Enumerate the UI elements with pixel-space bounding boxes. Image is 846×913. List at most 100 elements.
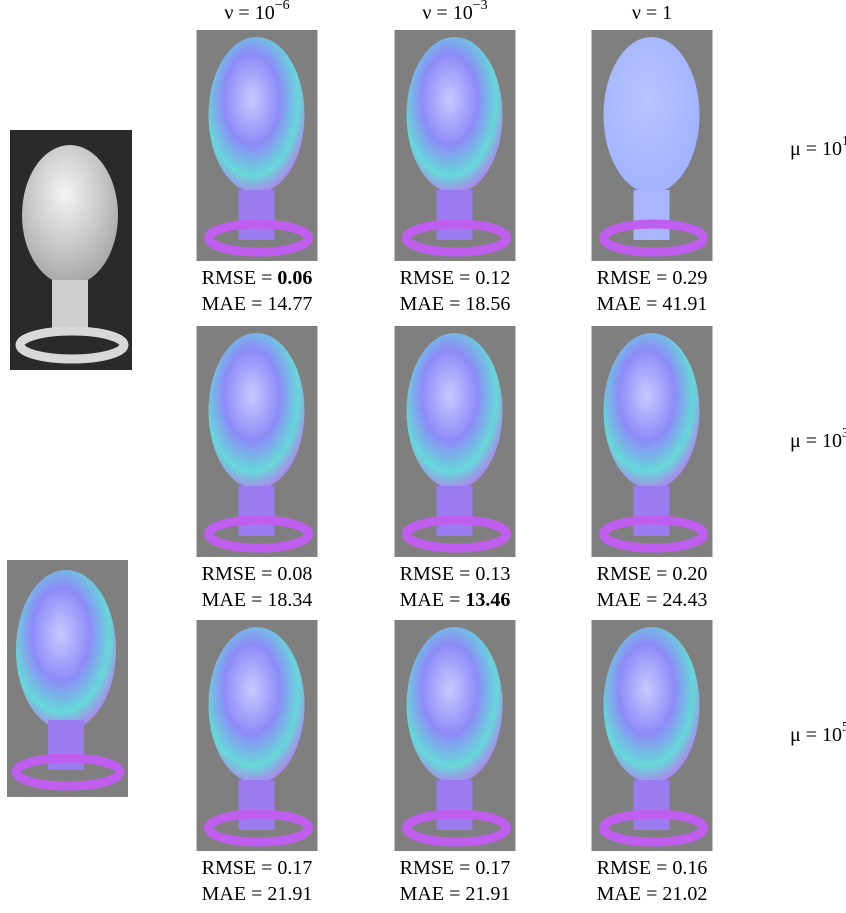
column-header-sup: −3 <box>473 0 488 13</box>
base-ring <box>402 219 511 257</box>
stand <box>238 486 275 536</box>
normal-map-image <box>394 326 516 557</box>
normal-map-image <box>591 620 713 851</box>
mae-text: MAE = 21.91 <box>400 883 511 905</box>
mae-label: MAE = <box>400 883 466 905</box>
mae-value: 14.77 <box>267 293 312 315</box>
column-header-text: ν = 1 <box>632 2 672 24</box>
bust <box>406 37 503 193</box>
rmse-text: RMSE = 0.29 <box>597 267 708 289</box>
row-label: μ = 101 <box>790 134 846 159</box>
rmse-label: RMSE = <box>202 563 278 585</box>
rmse-label: RMSE = <box>400 563 476 585</box>
row-label-text: μ = 10 <box>790 430 842 452</box>
rmse-value: 0.12 <box>475 267 510 289</box>
row-label-text: μ = 10 <box>790 138 842 160</box>
bust <box>208 627 305 783</box>
bust <box>603 37 700 193</box>
mae-value: 18.56 <box>465 293 510 315</box>
mae-value: 41.91 <box>662 293 707 315</box>
column-header-text: ν = 10 <box>224 2 274 24</box>
mae-value: 24.43 <box>662 589 707 611</box>
mae-text: MAE = 13.46 <box>400 589 511 611</box>
normal-map-image <box>196 30 318 261</box>
rmse-value: 0.16 <box>672 857 707 879</box>
rmse-label: RMSE = <box>400 857 476 879</box>
rmse-text: RMSE = 0.13 <box>400 563 511 585</box>
base-ring <box>599 515 708 553</box>
normal-map-image <box>591 326 713 557</box>
mae-text: MAE = 24.43 <box>597 589 708 611</box>
mae-text: MAE = 18.56 <box>400 293 511 315</box>
mae-text: MAE = 21.91 <box>202 883 313 905</box>
ground-truth-normal-map <box>7 560 128 797</box>
mae-label: MAE = <box>597 883 663 905</box>
rmse-text: RMSE = 0.08 <box>202 563 313 585</box>
rmse-text: RMSE = 0.16 <box>597 857 708 879</box>
rmse-value: 0.08 <box>277 563 312 585</box>
row-label: μ = 103 <box>790 426 846 451</box>
mae-label: MAE = <box>202 293 268 315</box>
input-image <box>10 130 132 370</box>
bust <box>208 37 305 193</box>
rmse-value: 0.17 <box>277 857 312 879</box>
rmse-value: 0.13 <box>475 563 510 585</box>
base-ring <box>204 219 313 257</box>
stand <box>436 190 473 240</box>
column-header: ν = 10−3 <box>422 0 487 24</box>
mae-label: MAE = <box>597 293 663 315</box>
rmse-label: RMSE = <box>597 563 673 585</box>
column-header-sup: −6 <box>275 0 290 13</box>
mae-label: MAE = <box>400 293 466 315</box>
normal-map-image <box>196 620 318 851</box>
rmse-text: RMSE = 0.06 <box>202 267 313 289</box>
row-label: μ = 105 <box>790 720 846 745</box>
mae-label: MAE = <box>202 589 268 611</box>
stand <box>238 190 275 240</box>
column-header: ν = 1 <box>632 2 672 24</box>
rmse-label: RMSE = <box>597 267 673 289</box>
mae-text: MAE = 41.91 <box>597 293 708 315</box>
mae-value: 13.46 <box>465 589 510 611</box>
base-ring <box>204 809 313 847</box>
bust <box>406 627 503 783</box>
rmse-text: RMSE = 0.12 <box>400 267 511 289</box>
mae-label: MAE = <box>202 883 268 905</box>
normal-map-image <box>394 30 516 261</box>
bust <box>208 333 305 489</box>
column-header-text: ν = 10 <box>422 2 472 24</box>
mae-text: MAE = 14.77 <box>202 293 313 315</box>
base-ring <box>402 809 511 847</box>
rmse-text: RMSE = 0.20 <box>597 563 708 585</box>
rmse-value: 0.17 <box>475 857 510 879</box>
stand <box>633 486 670 536</box>
rmse-label: RMSE = <box>597 857 673 879</box>
row-label-sup: 3 <box>842 426 846 441</box>
stand <box>436 486 473 536</box>
mae-label: MAE = <box>597 589 663 611</box>
stand <box>238 780 275 830</box>
row-label-sup: 5 <box>842 720 846 735</box>
normal-map-image <box>591 30 713 261</box>
stand <box>633 780 670 830</box>
rmse-value: 0.20 <box>672 563 707 585</box>
mae-value: 21.02 <box>662 883 707 905</box>
rmse-label: RMSE = <box>202 267 278 289</box>
mae-value: 18.34 <box>267 589 312 611</box>
row-label-text: μ = 10 <box>790 724 842 746</box>
base-ring <box>204 515 313 553</box>
rmse-label: RMSE = <box>202 857 278 879</box>
rmse-value: 0.29 <box>672 267 707 289</box>
mae-text: MAE = 21.02 <box>597 883 708 905</box>
base-ring <box>599 809 708 847</box>
bust <box>603 627 700 783</box>
stand <box>633 190 670 240</box>
rmse-text: RMSE = 0.17 <box>202 857 313 879</box>
stand <box>436 780 473 830</box>
column-header: ν = 10−6 <box>224 0 289 24</box>
row-label-sup: 1 <box>842 134 846 149</box>
bust <box>603 333 700 489</box>
mae-value: 21.91 <box>465 883 510 905</box>
base-ring <box>599 219 708 257</box>
